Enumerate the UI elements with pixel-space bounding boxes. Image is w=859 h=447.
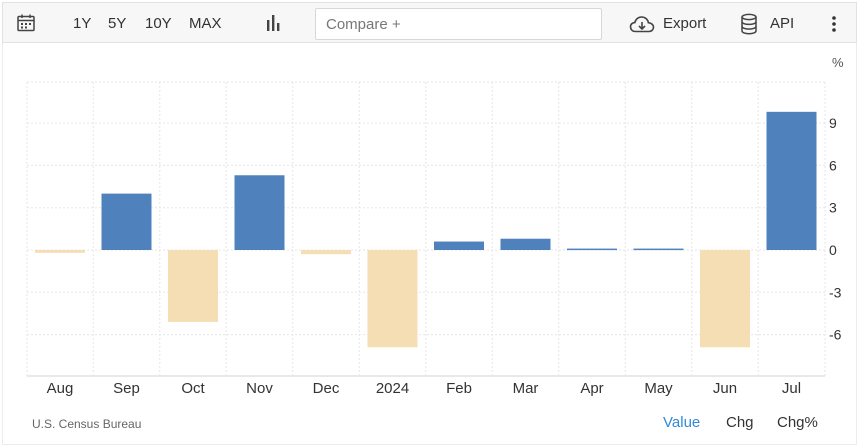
bar-2024[interactable] bbox=[367, 250, 418, 348]
x-tick-label: Jul bbox=[782, 380, 801, 397]
x-tick-label: Apr bbox=[580, 380, 603, 397]
range-5y-button[interactable]: 5Y bbox=[108, 15, 127, 32]
range-max-button[interactable]: MAX bbox=[189, 15, 222, 32]
bar-nov[interactable] bbox=[234, 175, 285, 250]
mode-value-button[interactable]: Value bbox=[663, 414, 701, 431]
y-tick-label: -6 bbox=[829, 327, 842, 343]
bar-may[interactable] bbox=[633, 248, 684, 251]
x-tick-label: Oct bbox=[181, 380, 205, 397]
bar-jul[interactable] bbox=[766, 111, 817, 250]
bar-oct[interactable] bbox=[168, 250, 218, 322]
x-tick-label: Dec bbox=[313, 380, 340, 397]
y-tick-label: -3 bbox=[829, 284, 842, 300]
bar-dec[interactable] bbox=[301, 250, 351, 255]
chart-toolbar: 1Y 5Y 10Y MAX Export API bbox=[2, 2, 857, 43]
database-icon bbox=[741, 13, 757, 35]
x-tick-label: Sep bbox=[113, 380, 140, 397]
export-button[interactable]: Export bbox=[629, 12, 715, 36]
y-unit-label: % bbox=[832, 55, 844, 70]
x-tick-label: Aug bbox=[47, 380, 74, 397]
cloud-download-icon bbox=[629, 16, 655, 33]
mode-chg-button[interactable]: Chg bbox=[726, 414, 754, 431]
bar-sep[interactable] bbox=[101, 193, 152, 250]
y-tick-label: 9 bbox=[829, 115, 837, 131]
x-tick-label: Feb bbox=[446, 380, 472, 397]
x-tick-label: Nov bbox=[246, 380, 273, 397]
y-tick-label: 3 bbox=[829, 200, 837, 216]
x-tick-label: May bbox=[644, 380, 673, 397]
bar-aug[interactable] bbox=[35, 250, 85, 253]
bar-feb[interactable] bbox=[434, 241, 484, 250]
chart-type-icon[interactable] bbox=[265, 14, 281, 32]
api-button[interactable]: API bbox=[740, 12, 800, 36]
compare-input[interactable] bbox=[315, 8, 602, 40]
range-10y-button[interactable]: 10Y bbox=[145, 15, 172, 32]
bar-mar[interactable] bbox=[500, 238, 551, 250]
x-tick-label: 2024 bbox=[376, 380, 409, 397]
source-label: U.S. Census Bureau bbox=[32, 417, 142, 431]
api-label: API bbox=[770, 15, 795, 32]
x-tick-label: Mar bbox=[513, 380, 539, 397]
y-tick-label: 0 bbox=[829, 242, 837, 258]
bar-jun[interactable] bbox=[700, 250, 750, 348]
x-tick-label: Jun bbox=[713, 380, 737, 397]
more-options-icon[interactable] bbox=[831, 15, 837, 33]
mode-chg-percent-button[interactable]: Chg% bbox=[777, 414, 818, 431]
chart-frame bbox=[2, 43, 857, 445]
calendar-icon[interactable] bbox=[16, 13, 36, 33]
y-tick-label: 6 bbox=[829, 157, 837, 173]
export-label: Export bbox=[663, 15, 707, 32]
range-1y-button[interactable]: 1Y bbox=[73, 15, 92, 32]
bar-apr[interactable] bbox=[567, 248, 617, 251]
